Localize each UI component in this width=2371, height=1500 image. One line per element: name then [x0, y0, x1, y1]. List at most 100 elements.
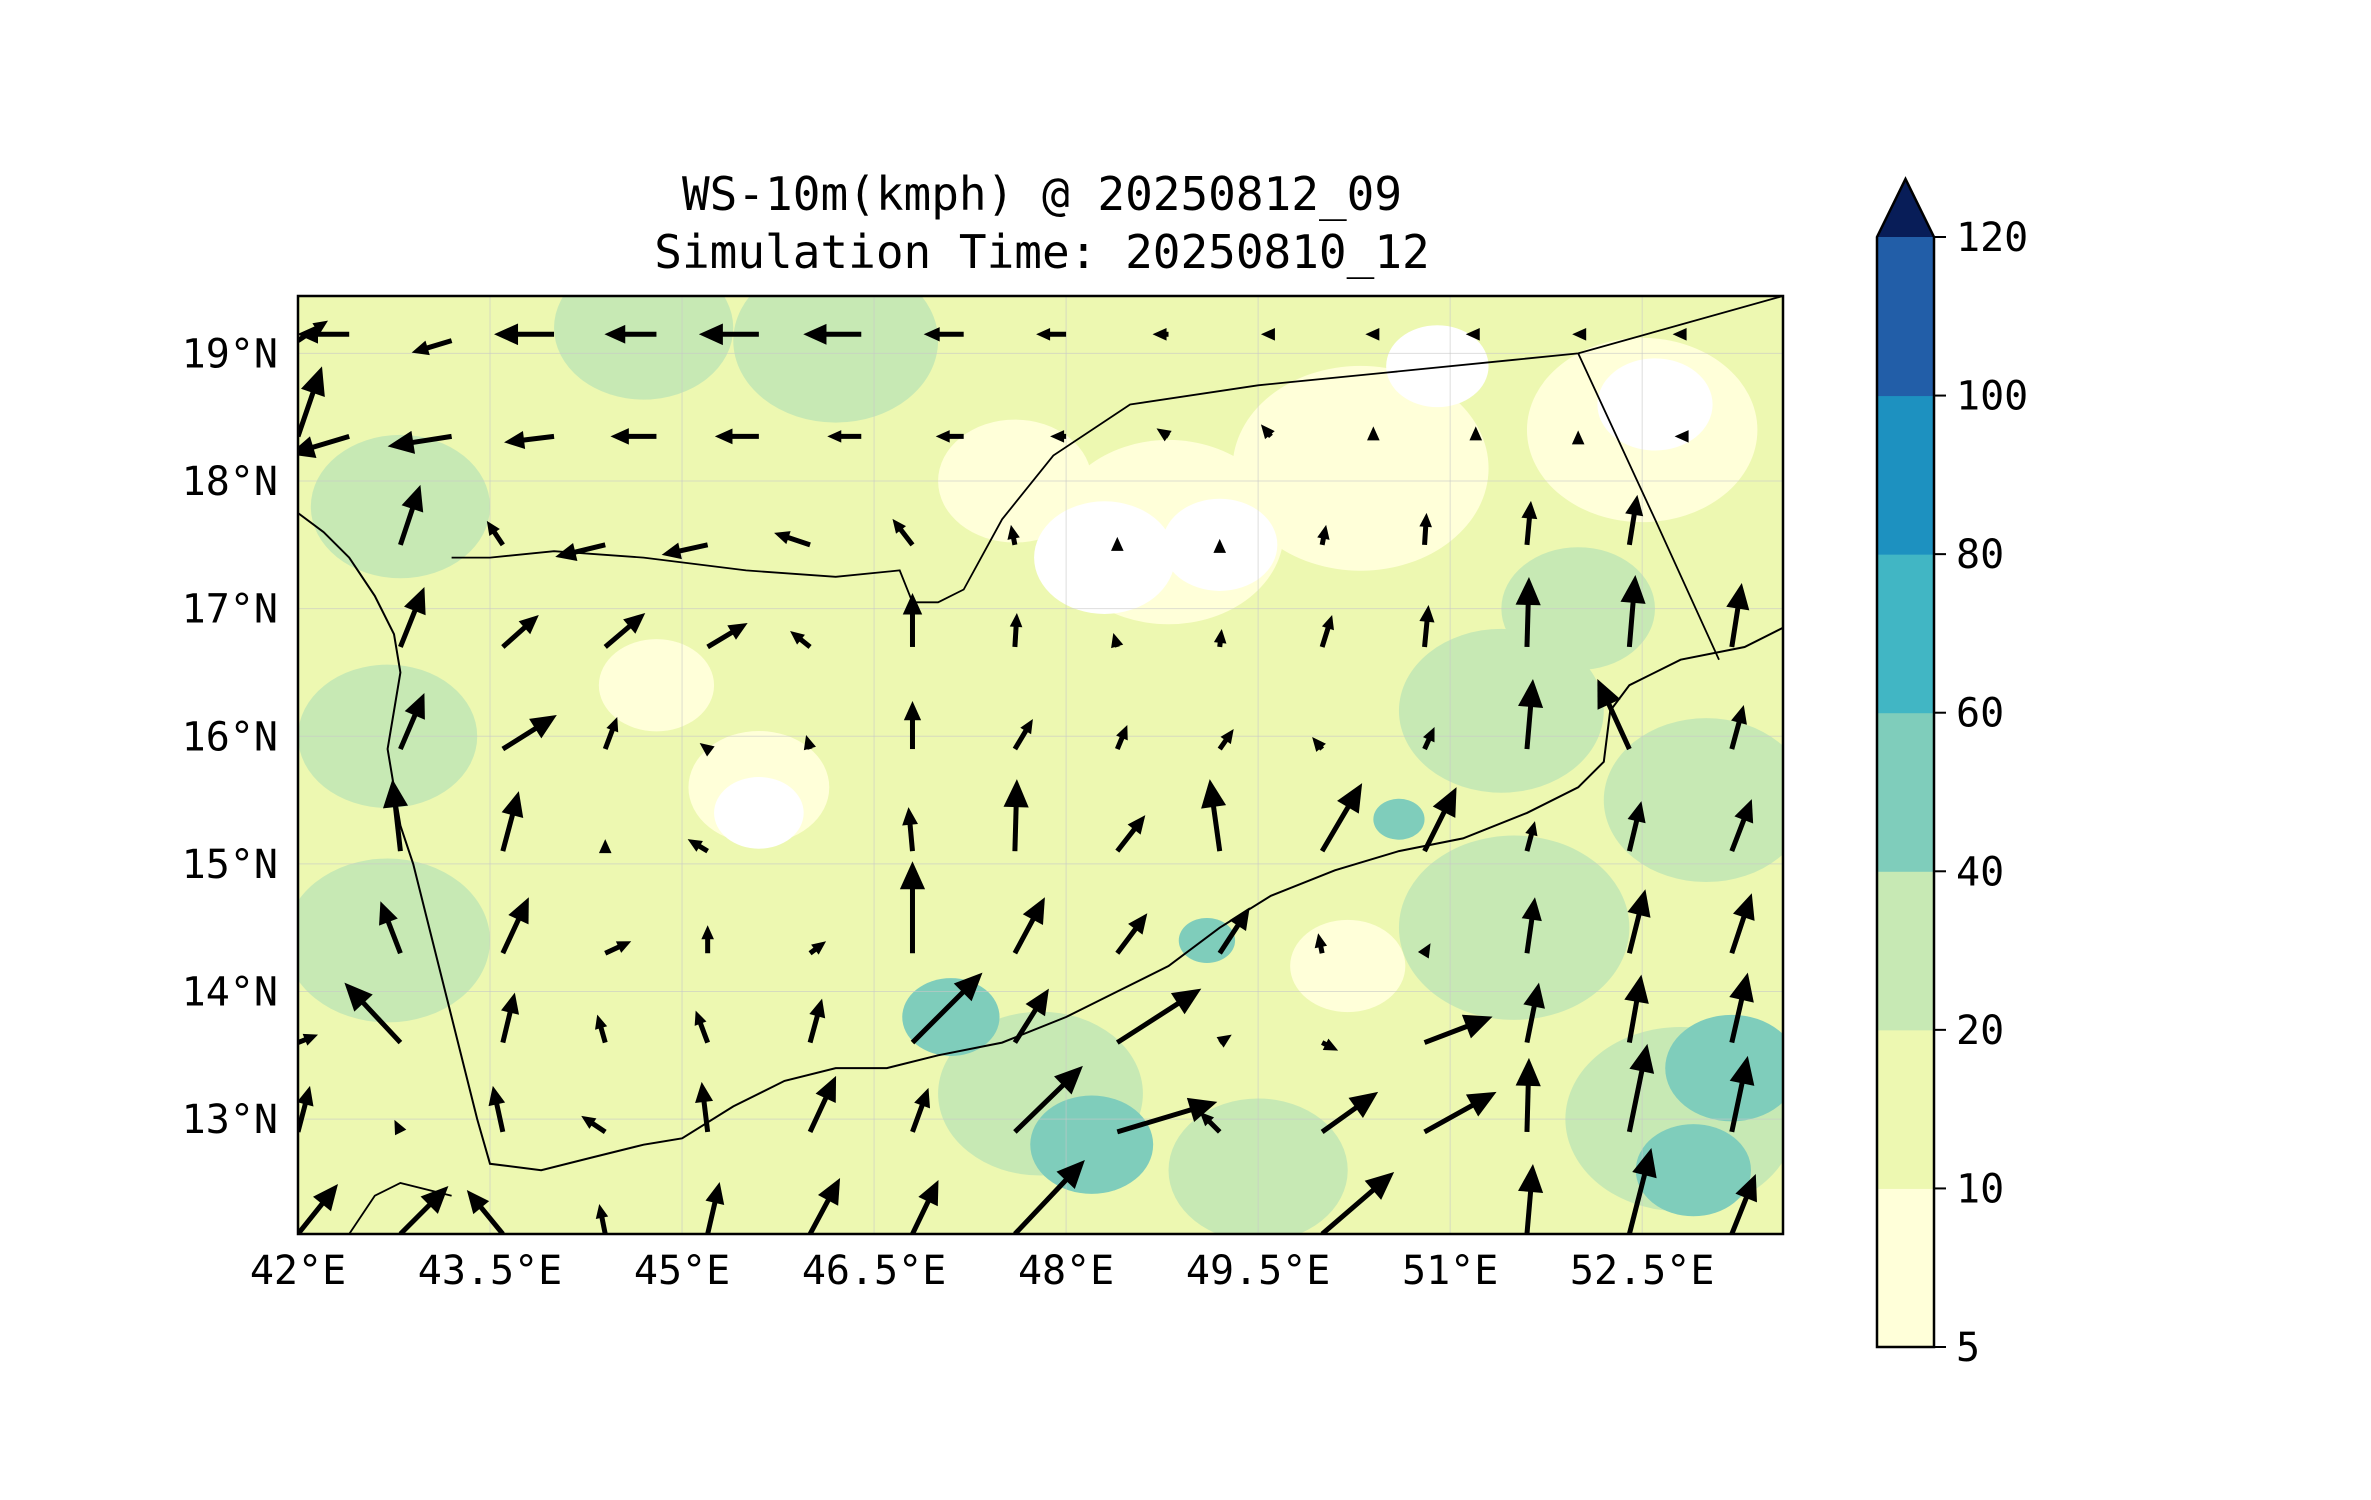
- wind-arrow: [923, 327, 964, 342]
- wind-arrow: [902, 592, 923, 647]
- wind-arrow: [1518, 1164, 1544, 1234]
- wind-arrow: [1626, 801, 1646, 852]
- wind-arrow: [1620, 574, 1646, 648]
- wind-arrow: [774, 531, 811, 548]
- wind-arrow: [1729, 1174, 1757, 1234]
- wind-arrow: [1115, 725, 1128, 751]
- field-zone-lt5: [1597, 358, 1713, 451]
- lat-tick-label: 18°N: [182, 459, 278, 505]
- wind-arrow: [807, 1075, 837, 1133]
- wind-arrow: [706, 622, 748, 650]
- wind-arrow: [298, 433, 350, 458]
- field-zone-20-40: [298, 858, 490, 1023]
- country-borders: [348, 296, 1783, 1234]
- colorbar-tick-label: 120: [1956, 215, 2028, 261]
- lat-tick-label: 19°N: [182, 331, 278, 377]
- wind-arrow: [1729, 893, 1755, 955]
- colorbar-tick-label: 60: [1956, 691, 2004, 737]
- wind-arrow: [910, 972, 983, 1045]
- wind-arrow: [1674, 430, 1689, 443]
- field-zone-lt5: [714, 777, 804, 849]
- lat-tick-label: 16°N: [182, 714, 278, 760]
- colorbar-tick-label: 10: [1956, 1166, 2004, 1212]
- coastline-path: [298, 512, 1783, 1172]
- lon-tick-label: 51°E: [1402, 1248, 1498, 1294]
- wind-arrow: [500, 897, 529, 955]
- wind-arrow: [466, 1190, 505, 1234]
- map-frame: [296, 294, 1785, 1236]
- wind-arrow: [394, 1119, 407, 1136]
- colorbar-bin: [1877, 871, 1934, 1031]
- wind-arrow: [555, 542, 606, 562]
- field-zone-5-10: [1290, 919, 1406, 1013]
- wind-arrow: [398, 586, 426, 648]
- wind-arrow: [701, 925, 714, 954]
- colorbar-bin: [1877, 395, 1934, 555]
- lon-tick-label: 46.5°E: [802, 1248, 947, 1294]
- lon-tick-label: 42°E: [250, 1248, 346, 1294]
- wind-arrow: [1518, 679, 1544, 750]
- wind-arrow: [1422, 727, 1435, 751]
- colorbar-tick-label: 20: [1956, 1008, 2004, 1054]
- wind-arrow: [398, 484, 424, 546]
- wind-arrow: [1260, 327, 1275, 341]
- wind-arrow: [935, 430, 964, 443]
- wind-arrow: [698, 323, 759, 346]
- wind-arrow: [1115, 988, 1202, 1045]
- wind-arrow: [1367, 426, 1380, 441]
- field-zone-lt5: [1034, 501, 1175, 614]
- wind-arrow: [344, 982, 403, 1045]
- field-zone-40-60: [1373, 798, 1425, 840]
- wind-arrow: [387, 430, 453, 454]
- wind-arrow: [298, 1184, 338, 1234]
- wind-arrow: [1469, 426, 1483, 441]
- colorbar-bin: [1877, 1188, 1934, 1348]
- wind-arrow: [1672, 327, 1687, 341]
- wind-arrow: [803, 323, 862, 345]
- wind-arrow: [500, 791, 524, 852]
- wind-arrow: [1201, 779, 1227, 852]
- lon-tick-label: 49.5°E: [1186, 1248, 1331, 1294]
- wind-arrow: [687, 839, 709, 854]
- border-path: [348, 1182, 452, 1234]
- wind-arrow: [1423, 1091, 1497, 1135]
- wind-arrow: [1571, 430, 1585, 445]
- wind-arrow: [903, 701, 922, 750]
- lat-tick-label: 14°N: [182, 970, 278, 1016]
- field-zone-20-40: [1398, 835, 1630, 1020]
- wind-arrow: [1515, 576, 1541, 648]
- border-path: [451, 296, 1783, 604]
- wind-arrow: [1213, 538, 1227, 553]
- wind-arrow: [494, 323, 555, 346]
- colorbar-tick-label: 100: [1956, 374, 2028, 420]
- wind-arrow: [1217, 729, 1234, 751]
- field-zone-40-60: [1635, 1124, 1751, 1217]
- wind-arrow: [1050, 430, 1067, 443]
- wind-arrow: [1013, 1065, 1083, 1134]
- longitude-ticks: 42°E 43.5°E 45°E 46.5°E 48°E 49.5°E 51°E 52.5°E: [250, 1248, 1715, 1294]
- wind-arrow: [604, 941, 632, 956]
- colorbar-bins: [1875, 176, 1936, 1349]
- wind-arrow: [910, 1087, 931, 1133]
- colorbar-bin: [1877, 237, 1934, 397]
- wind-arrow: [1726, 582, 1750, 648]
- wind-arrow: [1213, 628, 1227, 648]
- wind-arrow: [501, 715, 557, 752]
- wind-arrow: [1216, 1034, 1232, 1048]
- wind-arrow: [714, 428, 759, 445]
- wind-arrow: [598, 839, 612, 854]
- wind-arrow: [1152, 327, 1169, 341]
- wind-arrow: [298, 324, 350, 344]
- wind-arrow: [1012, 988, 1049, 1044]
- wind-arrow: [807, 1178, 841, 1234]
- wind-arrow: [1521, 500, 1538, 546]
- wind-arrow: [1597, 679, 1632, 751]
- wind-arrow: [1013, 1160, 1085, 1234]
- wind-arrow: [1321, 1038, 1339, 1051]
- wind-arrow: [1422, 787, 1457, 853]
- wind-arrow: [1417, 943, 1431, 959]
- field-zone-lt5: [1386, 325, 1489, 408]
- wind-arrow: [1419, 604, 1435, 648]
- lat-tick-label: 17°N: [182, 587, 278, 633]
